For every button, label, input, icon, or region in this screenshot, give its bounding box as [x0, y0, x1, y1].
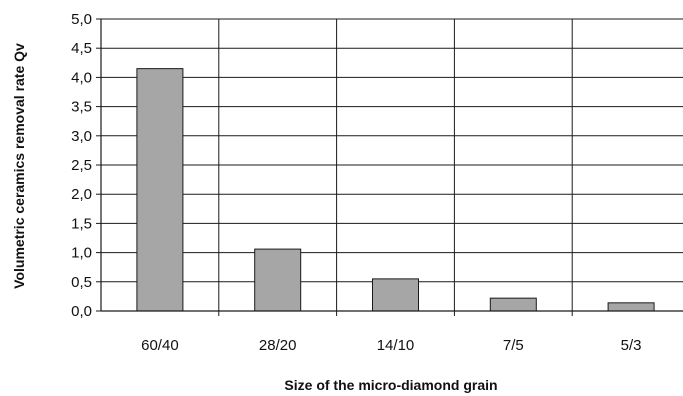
y-tick-labels: 0,0 0,5 1,0 1,5 2,0 2,5 3,0 3,5 4,0 4,5 5,0 — [71, 11, 92, 320]
y-tick-label: 4,0 — [71, 69, 92, 86]
bars — [136, 68, 655, 312]
y-tick-label: 0,5 — [71, 274, 92, 291]
y-tick-label: 0,0 — [71, 303, 92, 320]
y-tick-label: 5,0 — [71, 11, 92, 28]
bar — [607, 302, 655, 312]
x-tick-label: 60/40 — [141, 337, 179, 354]
y-tick-label: 1,0 — [71, 245, 92, 262]
bar — [489, 297, 537, 312]
bar — [254, 248, 302, 312]
y-tick-label: 4,5 — [71, 40, 92, 57]
x-tick-labels: 60/40 28/20 14/10 7/5 5/3 — [141, 337, 641, 354]
x-tick-label: 5/3 — [621, 337, 642, 354]
x-tick-label: 7/5 — [503, 337, 524, 354]
y-tick-label: 3,0 — [71, 128, 92, 145]
y-axis-title: Volumetric ceramics removal rate Qv — [11, 43, 27, 289]
bar — [372, 278, 419, 312]
grid-lines — [101, 18, 683, 311]
x-axis-title: Size of the micro-diamond grain — [284, 377, 497, 393]
x-tick-label: 28/20 — [259, 337, 297, 354]
y-tick-label: 2,0 — [71, 186, 92, 203]
x-tick-label: 14/10 — [377, 337, 415, 354]
bar — [136, 68, 184, 312]
axes — [96, 18, 683, 316]
y-tick-label: 2,5 — [71, 157, 92, 174]
y-tick-label: 1,5 — [71, 215, 92, 232]
y-tick-label: 3,5 — [71, 99, 92, 116]
